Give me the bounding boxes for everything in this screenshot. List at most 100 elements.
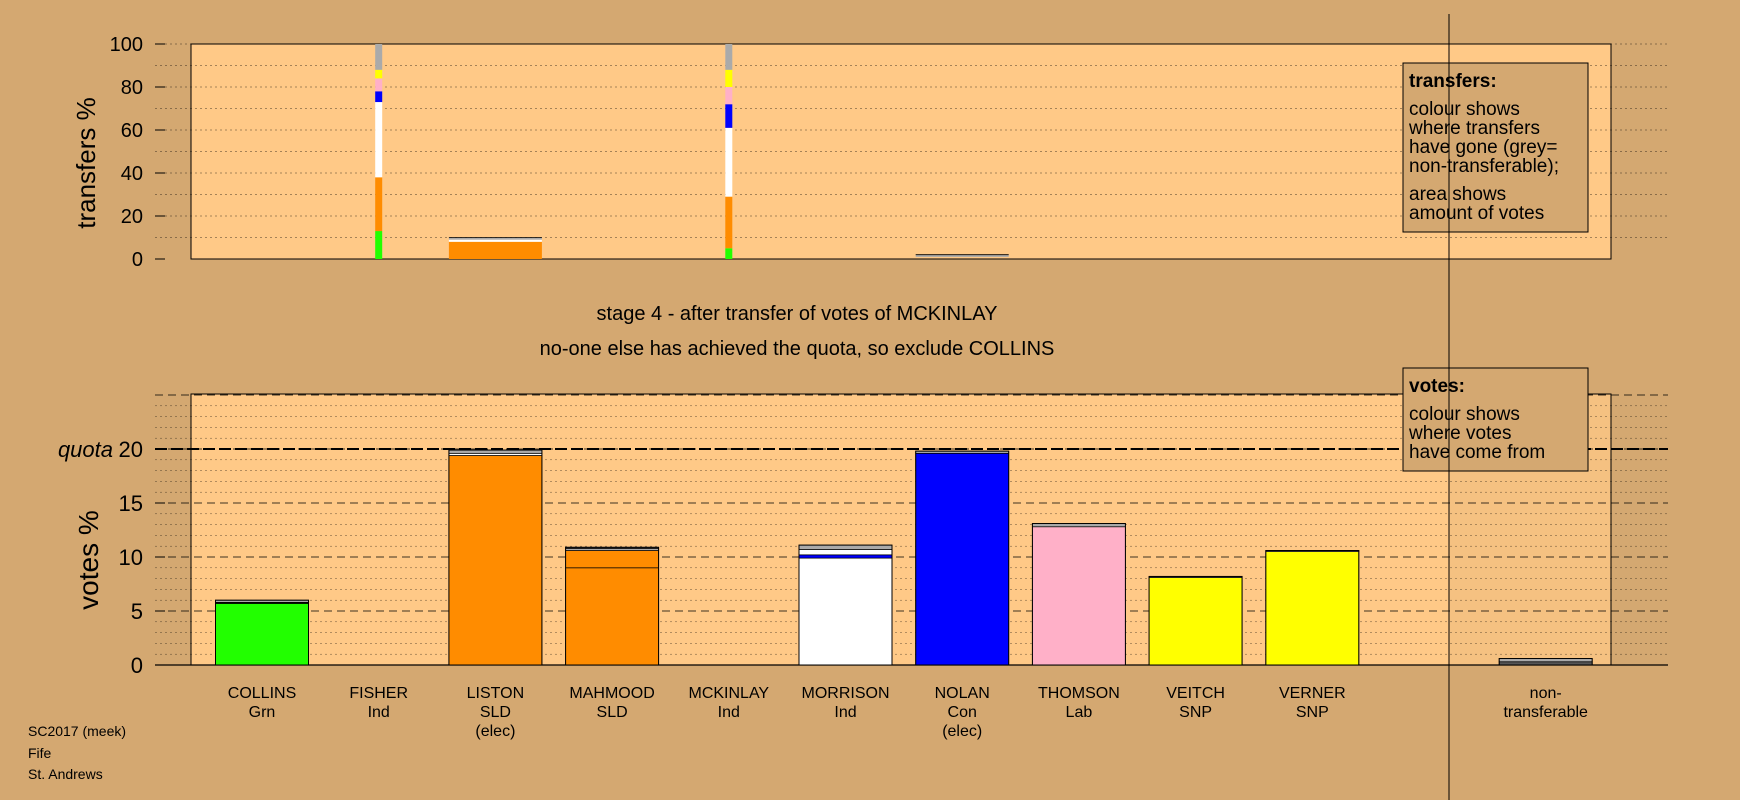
y-tick-label: 100 [110, 34, 143, 56]
transfer-segment [725, 127, 733, 197]
votes-legend-line: where votes [1408, 423, 1511, 444]
footer-election: SC2017 (meek) [28, 723, 126, 739]
candidate-name: VEITCH [1166, 685, 1225, 702]
candidate-name: non- [1530, 685, 1562, 702]
footer: SC2017 (meek) Fife St. Andrews [28, 723, 126, 782]
candidate-status: (elec) [942, 723, 982, 740]
y-tick-label: 20 [121, 206, 143, 228]
vote-bar-outline [1031, 523, 1126, 666]
transfer-segment [725, 69, 733, 87]
transfer-segment [725, 196, 733, 249]
candidate-party: SNP [1296, 704, 1329, 721]
vote-bar-nontransferable [1498, 658, 1593, 666]
vote-segment [565, 567, 659, 666]
vote-segment [1148, 577, 1243, 666]
vote-bar-outline [1265, 550, 1360, 666]
y-tick-label: 0 [131, 653, 143, 678]
candidate-party: Lab [1066, 704, 1093, 721]
candidate-party: SNP [1179, 704, 1212, 721]
footer-ward: St. Andrews [28, 766, 103, 782]
candidate-label: FISHER Ind [349, 685, 408, 721]
transfers-y-ticks: 0 20 40 60 80 100 [110, 34, 165, 271]
vote-bar-outline [1148, 575, 1243, 666]
candidate-party: Ind [834, 704, 856, 721]
transfers-legend-line: have gone (grey= [1409, 137, 1557, 158]
y-tick-label: 0 [132, 249, 143, 271]
candidate-name: FISHER [349, 685, 408, 702]
vote-segment [448, 455, 543, 666]
transfers-y-axis-label: transfers % [71, 97, 101, 229]
candidate-label: VERNER SNP [1279, 685, 1346, 721]
votes-legend-line: colour shows [1409, 404, 1520, 425]
candidate-status: (elec) [475, 723, 515, 740]
transfers-legend-line: non-transferable); [1409, 156, 1559, 177]
vote-bar-outline [1498, 658, 1593, 666]
vote-bar-outline [798, 544, 893, 666]
vote-bar-liston [448, 449, 543, 666]
candidate-label: MAHMOOD SLD [569, 685, 654, 721]
candidate-name: VERNER [1279, 685, 1346, 702]
transfers-legend-line: area shows [1409, 184, 1506, 205]
candidate-label: VEITCH SNP [1166, 685, 1225, 721]
transfer-segment [375, 91, 383, 103]
candidate-label: non-transferable [1503, 685, 1588, 721]
vote-segment [1032, 526, 1126, 666]
votes-legend-box [1402, 367, 1589, 472]
transfer-column-fisher [375, 44, 383, 259]
candidate-party: SLD [480, 704, 511, 721]
footer-council: Fife [28, 745, 52, 761]
y-tick-label: 5 [131, 599, 143, 624]
candidate-label: COLLINS Grn [228, 685, 296, 721]
transfer-segment [725, 104, 733, 128]
vote-bar-outline [915, 450, 1010, 666]
quota-label: quota [58, 437, 113, 462]
candidate-name: COLLINS [228, 685, 296, 702]
vote-bar-outline [215, 599, 309, 666]
vote-bar-veitch [1148, 575, 1243, 666]
candidate-label: MORRISON Ind [802, 685, 890, 721]
vote-bar-outline [448, 449, 543, 666]
vote-segment [1265, 551, 1360, 666]
votes-plot-area [190, 393, 1612, 666]
candidate-party: Ind [718, 704, 740, 721]
transfer-segment [375, 69, 383, 79]
vote-bar-collins [215, 599, 309, 666]
candidate-party: Con [948, 704, 977, 721]
transfers-legend-line: colour shows [1409, 99, 1520, 120]
votes-bars [215, 449, 1593, 666]
votes-y-ticks: 0 5 10 15 20 [119, 437, 165, 678]
candidate-label: LISTON SLD (elec) [467, 685, 525, 740]
y-tick-label: 40 [121, 163, 143, 185]
candidate-name: MAHMOOD [569, 685, 654, 702]
votes-legend-title: votes: [1409, 376, 1465, 397]
votes-y-axis-label: votes % [73, 510, 104, 610]
vote-bar-mahmood [565, 546, 660, 666]
transfer-column-liston [448, 237, 542, 259]
candidate-label: MCKINLAY Ind [688, 685, 769, 721]
transfer-segment [448, 241, 542, 259]
y-tick-label: 80 [121, 77, 143, 99]
y-tick-label: 10 [119, 545, 143, 570]
transfer-column-nolan [915, 254, 1009, 257]
vote-segment [565, 550, 659, 569]
candidate-label: NOLAN Con (elec) [935, 685, 990, 740]
transfers-legend-box [1402, 62, 1589, 233]
transfer-column-mckinlay [725, 44, 733, 259]
candidate-party: Grn [249, 704, 276, 721]
vote-segment [798, 557, 893, 666]
transfer-segment [375, 231, 383, 259]
transfers-legend-line: where transfers [1408, 118, 1540, 139]
vote-bar-outline [565, 546, 660, 666]
transfers-bars [375, 44, 1009, 259]
stage-title: stage 4 - after transfer of votes of MCK… [597, 303, 998, 325]
transfer-segment [375, 44, 383, 70]
vote-bar-nolan [915, 450, 1010, 666]
transfer-segment [725, 44, 733, 70]
vote-bar-thomson [1031, 523, 1126, 666]
transfers-legend: transfers: colour shows where transfers … [1402, 62, 1589, 233]
votes-legend: votes: colour shows where votes have com… [1402, 367, 1589, 472]
transfer-segment [725, 87, 733, 105]
transfers-legend-title: transfers: [1409, 71, 1497, 92]
y-tick-label: 15 [119, 491, 143, 516]
